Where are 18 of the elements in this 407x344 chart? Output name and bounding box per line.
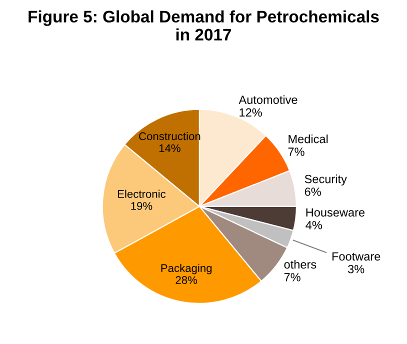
data-label: 3% [348,264,364,274]
data-label: 7% [288,148,304,156]
chart-title: Figure 5: Global Demand for Petrochemicals in 2017 [28,10,379,41]
slice-label: Medical [288,134,328,144]
slice-label: Footware [332,252,380,261]
data-label: 14% [159,144,180,152]
data-label: 19% [131,202,152,210]
slice-label: others [284,260,316,269]
data-label: 6% [304,188,321,196]
data-label: 28% [176,276,198,284]
slice-label: Automotive [238,95,298,104]
data-label: 12% [240,108,262,117]
data-label: 7% [284,273,300,282]
slice-label: Houseware [306,208,365,217]
slice-label: Security [304,174,347,186]
data-label: 4% [306,221,322,230]
slice-label: Packaging [161,264,212,274]
slice-label: Electronic [118,190,166,198]
